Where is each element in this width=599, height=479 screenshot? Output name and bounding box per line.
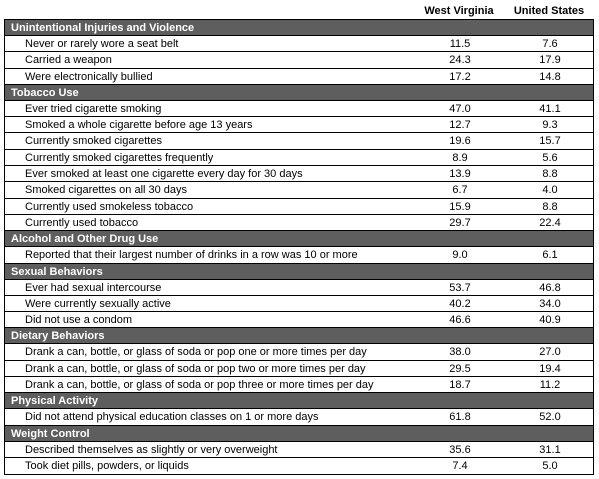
west-virginia-value: 7.4 <box>452 459 468 472</box>
row-label: Drank a can, bottle, or glass of soda or… <box>25 379 374 392</box>
united-states-value: 40.9 <box>539 314 561 327</box>
table-row: Ever smoked at least one cigarette every… <box>5 166 593 183</box>
table-row: Did not use a condom 46.6 40.9 <box>5 312 593 329</box>
united-states-value: 14.8 <box>539 70 561 83</box>
united-states-value: 27.0 <box>539 346 561 359</box>
united-states-value: 52.0 <box>539 411 561 424</box>
table-row: Smoked a whole cigarette before age 13 y… <box>5 117 593 134</box>
row-label: Took diet pills, powders, or liquids <box>25 459 189 472</box>
table-row: Currently smoked cigarettes frequently 8.… <box>5 150 593 167</box>
table-row: Drank a can, bottle, or glass of soda or… <box>5 361 593 378</box>
west-virginia-value: 15.9 <box>449 200 471 213</box>
west-virginia-value: 38.0 <box>449 346 471 359</box>
table-row: Currently used smokeless tobacco 15.9 8.8 <box>5 199 593 215</box>
table-row: Never or rarely wore a seat belt 11.5 7.6 <box>5 36 593 53</box>
table-row: Took diet pills, powders, or liquids 7.4 5… <box>5 458 593 474</box>
column-headers: West Virginia United States <box>0 4 599 18</box>
united-states-value: 8.8 <box>542 200 558 213</box>
table-row: Were currently sexually active 40.2 34.0 <box>5 296 593 313</box>
row-label: Were currently sexually active <box>25 297 171 310</box>
section-header: Physical Activity <box>5 393 593 410</box>
west-virginia-value: 35.6 <box>449 443 471 456</box>
row-label: Currently smoked cigarettes <box>25 135 162 148</box>
table-row: Described themselves as slightly or very… <box>5 442 593 458</box>
row-label: Ever had sexual intercourse <box>25 281 162 294</box>
table-row: Ever tried cigarette smoking 47.0 41.1 <box>5 101 593 118</box>
united-states-value: 6.1 <box>542 249 558 262</box>
united-states-value: 17.9 <box>539 54 561 67</box>
united-states-value: 5.0 <box>542 459 558 472</box>
united-states-value: 5.6 <box>542 151 558 164</box>
united-states-value: 8.8 <box>542 168 558 181</box>
row-label: Currently used tobacco <box>25 216 139 229</box>
west-virginia-value: 8.9 <box>452 151 468 164</box>
west-virginia-value: 9.0 <box>452 249 468 262</box>
united-states-value: 22.4 <box>539 216 561 229</box>
west-virginia-value: 11.5 <box>449 38 471 50</box>
column-header-united-states: United States <box>513 5 585 17</box>
west-virginia-value: 18.7 <box>449 379 471 392</box>
west-virginia-value: 40.2 <box>449 297 471 310</box>
united-states-value: 4.0 <box>542 184 558 197</box>
table-row: Carried a weapon 24.3 17.9 <box>5 52 593 69</box>
section-header: Unintentional Injuries and Violence <box>5 20 593 36</box>
west-virginia-value: 29.5 <box>449 362 471 375</box>
row-label: Ever tried cigarette smoking <box>25 102 162 115</box>
section-header: Weight Control <box>5 425 593 442</box>
table-row: Currently used tobacco 29.7 22.4 <box>5 215 593 232</box>
section-header: Alcohol and Other Drug Use <box>5 231 593 248</box>
row-label: Never or rarely wore a seat belt <box>25 38 179 50</box>
row-label: Currently used smokeless tobacco <box>25 200 194 213</box>
table-row: Currently smoked cigarettes 19.6 15.7 <box>5 133 593 150</box>
west-virginia-value: 61.8 <box>449 411 471 424</box>
row-label: Did not use a condom <box>25 314 133 327</box>
united-states-value: 9.3 <box>542 119 558 132</box>
west-virginia-value: 53.7 <box>449 281 471 294</box>
west-virginia-value: 24.3 <box>449 54 471 67</box>
table-row: Did not attend physical education classe… <box>5 409 593 426</box>
row-label: Drank a can, bottle, or glass of soda or… <box>25 362 366 375</box>
row-label: Smoked cigarettes on all 30 days <box>25 184 188 197</box>
row-label: Carried a weapon <box>25 54 112 67</box>
row-label: Did not attend physical education classe… <box>25 411 319 424</box>
west-virginia-value: 46.6 <box>449 314 471 327</box>
table-row: Ever had sexual intercourse 53.7 46.8 <box>5 280 593 296</box>
united-states-value: 31.1 <box>539 443 561 456</box>
united-states-value: 34.0 <box>539 297 561 310</box>
row-label: Were electronically bullied <box>25 70 153 83</box>
united-states-value: 7.6 <box>542 38 558 50</box>
west-virginia-value: 19.6 <box>449 135 471 148</box>
table-row: Smoked cigarettes on all 30 days 6.7 4.0 <box>5 182 593 199</box>
united-states-value: 41.1 <box>539 102 561 115</box>
table-row: Reported that their largest number of dr… <box>5 247 593 264</box>
row-label: Reported that their largest number of dr… <box>25 249 358 262</box>
column-header-west-virginia: West Virginia <box>424 5 494 17</box>
comparison-table: Unintentional Injuries and Violence Never… <box>4 19 594 476</box>
west-virginia-value: 17.2 <box>449 70 471 83</box>
row-label: Ever smoked at least one cigarette every… <box>25 168 303 181</box>
section-header: Dietary Behaviors <box>5 328 593 345</box>
section-header: Sexual Behaviors <box>5 263 593 280</box>
west-virginia-value: 29.7 <box>449 216 471 229</box>
united-states-value: 19.4 <box>539 362 561 375</box>
table-row: Were electronically bullied 17.2 14.8 <box>5 69 593 85</box>
row-label: Drank a can, bottle, or glass of soda or… <box>25 346 367 359</box>
row-label: Currently smoked cigarettes frequently <box>25 151 214 164</box>
united-states-value: 15.7 <box>539 135 561 148</box>
west-virginia-value: 13.9 <box>449 168 471 181</box>
table-row: Drank a can, bottle, or glass of soda or… <box>5 344 593 361</box>
west-virginia-value: 6.7 <box>452 184 468 197</box>
west-virginia-value: 47.0 <box>449 102 471 115</box>
row-label: Smoked a whole cigarette before age 13 y… <box>25 119 253 132</box>
table-row: Drank a can, bottle, or glass of soda or… <box>5 377 593 394</box>
west-virginia-value: 12.7 <box>449 119 471 132</box>
row-label: Described themselves as slightly or very… <box>25 443 278 456</box>
united-states-value: 11.2 <box>539 379 561 392</box>
united-states-value: 46.8 <box>539 281 561 294</box>
section-header: Tobacco Use <box>5 84 593 101</box>
